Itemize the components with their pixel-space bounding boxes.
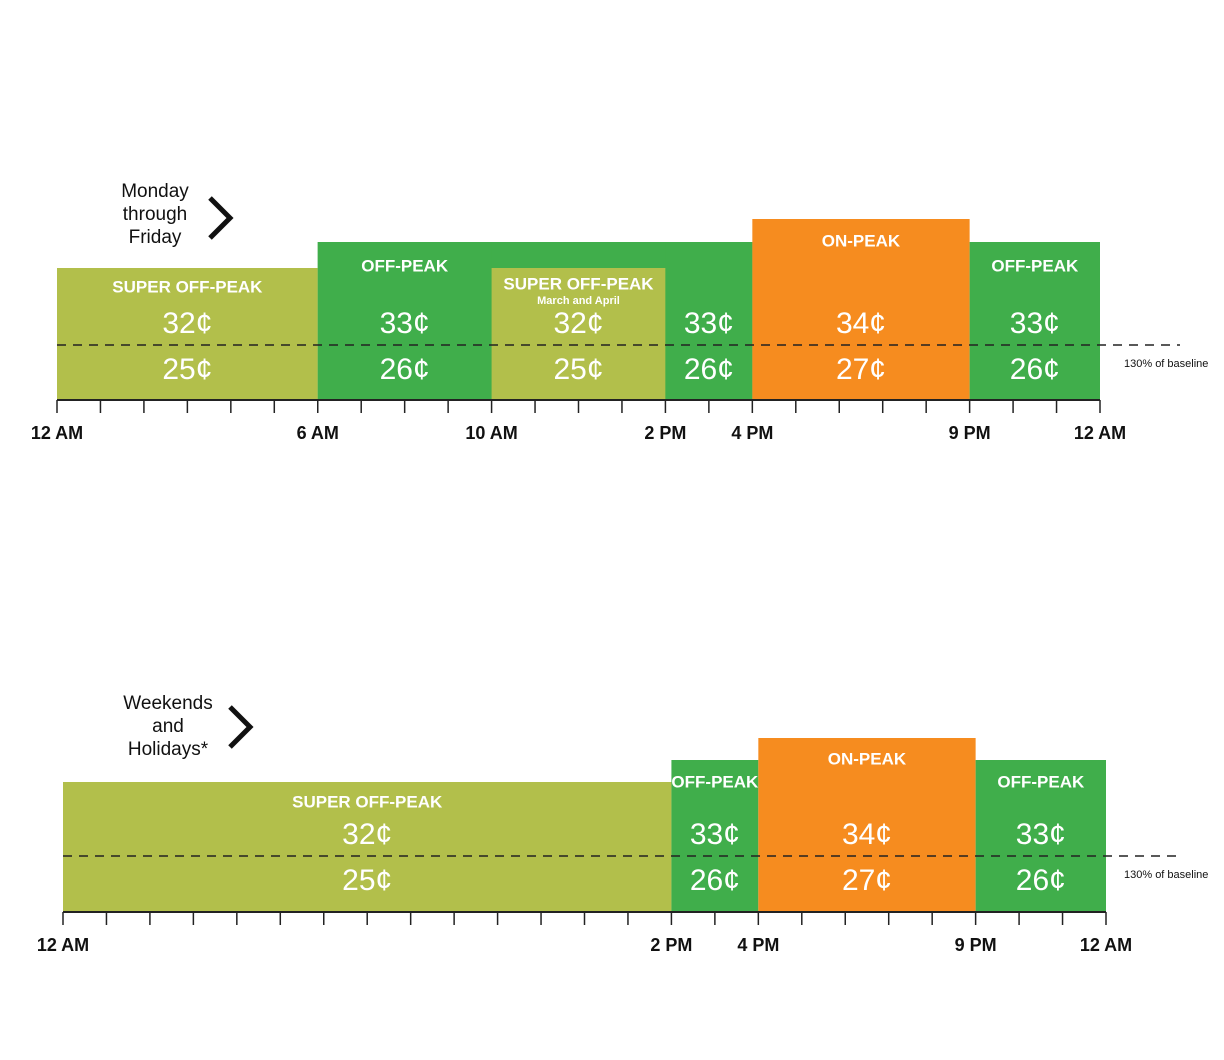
schedule-heading: Monday xyxy=(121,181,189,202)
rate-high: 33¢ xyxy=(1010,307,1060,340)
period-label: OFF-PEAK xyxy=(361,256,449,275)
rate-high: 33¢ xyxy=(690,818,740,851)
time-label: 2 PM xyxy=(650,935,692,955)
rate-block xyxy=(665,242,753,400)
rate-block xyxy=(317,242,492,400)
rate-high: 34¢ xyxy=(842,818,892,851)
rate-block xyxy=(969,242,1100,400)
time-label: 9 PM xyxy=(955,935,997,955)
rate-high: 33¢ xyxy=(1016,818,1066,851)
rate-low: 25¢ xyxy=(162,353,212,386)
rate-low: 25¢ xyxy=(342,864,392,897)
time-label: 9 PM xyxy=(949,423,991,443)
schedule-heading: Weekends xyxy=(123,693,212,714)
chevron xyxy=(228,705,254,749)
time-label: 12 AM xyxy=(37,935,89,955)
period-label: ON-PEAK xyxy=(828,749,907,768)
rate-block xyxy=(758,738,976,912)
schedule-heading: Holidays* xyxy=(128,739,209,760)
chevron xyxy=(208,196,234,240)
time-label: 2 PM xyxy=(644,423,686,443)
rate-high: 32¢ xyxy=(342,818,392,851)
rate-block xyxy=(671,760,759,912)
baseline-label: 130% of baseline xyxy=(1124,358,1208,370)
period-label: SUPER OFF-PEAK xyxy=(112,277,263,296)
period-label: OFF-PEAK xyxy=(671,772,759,791)
rate-high: 33¢ xyxy=(684,307,734,340)
rate-low: 27¢ xyxy=(836,353,886,386)
period-label: OFF-PEAK xyxy=(991,256,1079,275)
rate-block xyxy=(975,760,1106,912)
rate-block xyxy=(57,268,318,400)
rate-low: 25¢ xyxy=(553,353,603,386)
baseline-label: 130% of baseline xyxy=(1124,869,1208,881)
period-sublabel: March and April xyxy=(537,295,620,307)
rate-high: 34¢ xyxy=(836,307,886,340)
schedule-heading: and xyxy=(152,716,184,737)
period-label: SUPER OFF-PEAK xyxy=(503,274,654,293)
period-label: ON-PEAK xyxy=(822,231,901,250)
rate-block xyxy=(491,268,666,400)
schedule-heading: Friday xyxy=(129,227,182,248)
rate-low: 26¢ xyxy=(1016,864,1066,897)
rate-low: 26¢ xyxy=(1010,353,1060,386)
rate-low: 27¢ xyxy=(842,864,892,897)
rate-high: 33¢ xyxy=(380,307,430,340)
period-label: SUPER OFF-PEAK xyxy=(292,792,443,811)
rate-low: 26¢ xyxy=(690,864,740,897)
time-label: 12 AM xyxy=(1074,423,1126,443)
rate-high: 32¢ xyxy=(553,307,603,340)
time-label: 12 AM xyxy=(31,423,83,443)
schedule-heading: through xyxy=(123,204,187,225)
rate-low: 26¢ xyxy=(380,353,430,386)
period-label: OFF-PEAK xyxy=(997,772,1085,791)
time-label: 4 PM xyxy=(737,935,779,955)
rate-block xyxy=(752,219,970,400)
rate-block xyxy=(63,782,672,912)
time-label: 10 AM xyxy=(465,423,517,443)
time-label: 4 PM xyxy=(731,423,773,443)
rate-low: 26¢ xyxy=(684,353,734,386)
rate-high: 32¢ xyxy=(162,307,212,340)
time-label: 6 AM xyxy=(297,423,339,443)
time-label: 12 AM xyxy=(1080,935,1132,955)
